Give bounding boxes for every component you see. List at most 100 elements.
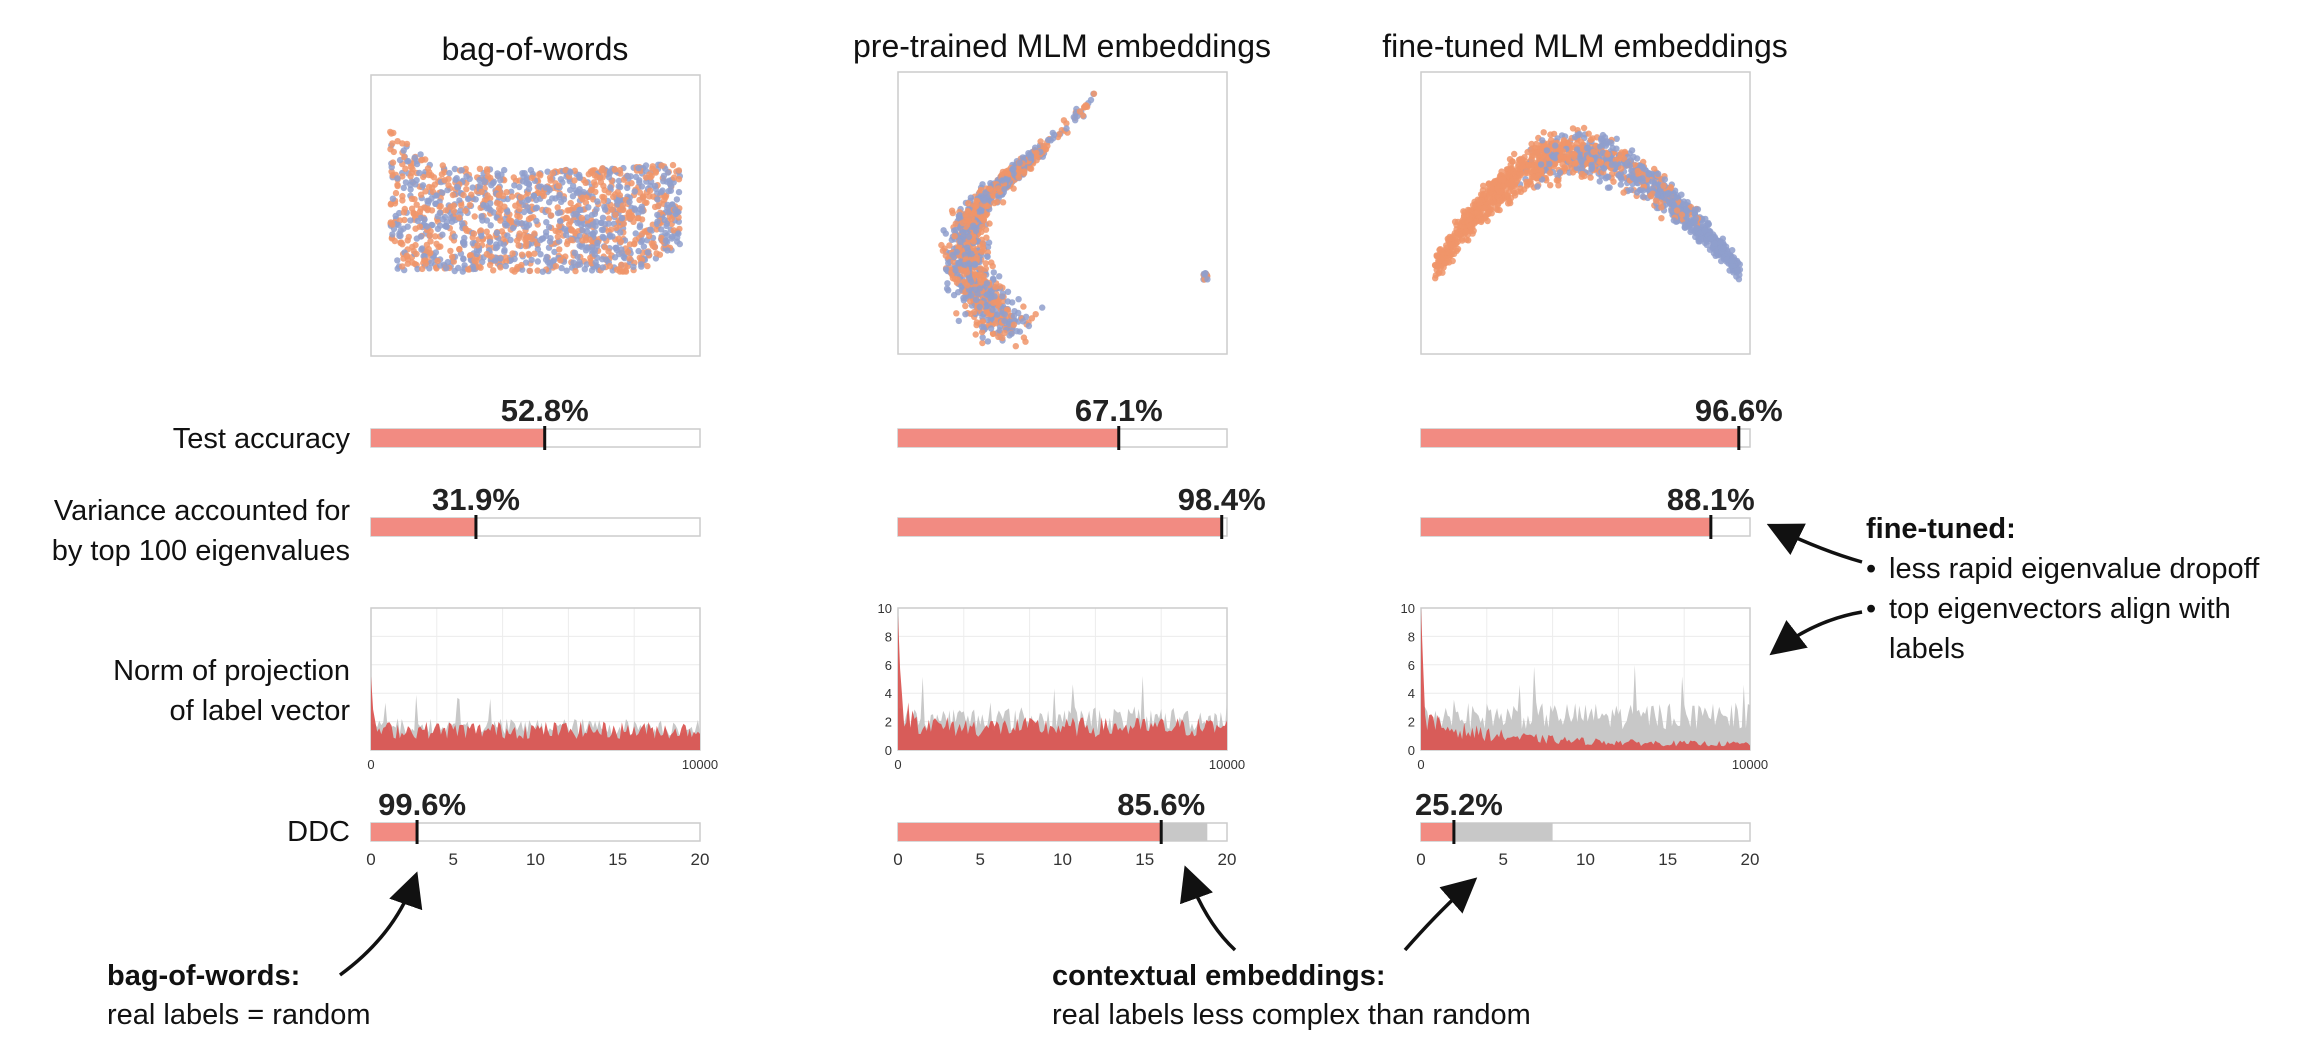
scatter-point-orange (605, 215, 613, 222)
scatter-point-blue (1624, 159, 1631, 167)
scatter-point-blue (996, 273, 1003, 280)
scatter-point-blue (676, 240, 683, 248)
scatter-point-orange (389, 159, 397, 166)
scatter-point-blue (539, 235, 547, 242)
scatter-point-orange (617, 206, 624, 213)
scatter-point-blue (404, 223, 411, 230)
scatter-point-orange (1056, 131, 1063, 138)
scatter-point-blue (977, 207, 984, 214)
ddc-xtick: 10 (526, 850, 545, 869)
scatter-point-orange (520, 231, 528, 239)
norm-ytick: 10 (1401, 601, 1415, 616)
scatter-point-blue (636, 179, 643, 186)
scatter-point-blue (395, 221, 402, 229)
scatter-point-blue (953, 248, 960, 256)
scatter-point-blue (1720, 245, 1727, 252)
scatter-point-blue (594, 239, 601, 246)
norm-ytick: 2 (1408, 715, 1415, 730)
scatter-point-blue (1072, 117, 1079, 124)
scatter-point-orange (616, 166, 624, 174)
scatter-point-orange (483, 228, 490, 235)
scatter-point-blue (425, 197, 432, 205)
scatter-point-orange (1020, 303, 1027, 310)
scatter-point-orange (601, 186, 608, 194)
scatter-title-pretrained: pre-trained MLM embeddings (853, 28, 1271, 64)
ddc-xtick: 0 (366, 850, 375, 869)
scatter-point-orange (1022, 338, 1029, 345)
scatter-point-blue (593, 206, 600, 213)
scatter-point-blue (952, 267, 959, 274)
scatter-point-blue (1008, 330, 1015, 337)
scatter-point-orange (979, 223, 986, 230)
scatter-point-orange (973, 254, 980, 261)
scatter-point-blue (674, 208, 681, 216)
scatter-point-orange (410, 209, 417, 216)
scatter-point-blue (591, 251, 598, 258)
scatter-point-blue (502, 262, 509, 270)
scatter-point-blue (446, 169, 453, 177)
scatter-point-blue (414, 265, 421, 273)
scatter-point-orange (493, 199, 501, 207)
scatter-point-blue (989, 306, 996, 313)
scatter-point-blue (411, 154, 418, 161)
scatter-point-orange (1565, 151, 1572, 158)
scatter-point-orange (631, 240, 638, 248)
scatter-point-orange (394, 182, 401, 190)
scatter-point-orange (450, 207, 458, 215)
scatter-point-orange (515, 242, 522, 249)
scatter-point-blue (1617, 181, 1625, 188)
scatter-point-blue (630, 263, 637, 270)
scatter-point-blue (456, 197, 463, 204)
scatter-point-orange (646, 171, 653, 178)
scatter-point-blue (504, 208, 511, 215)
ddc-xtick: 20 (1218, 850, 1237, 869)
scatter-point-orange (490, 267, 497, 274)
scatter-point-orange (531, 250, 538, 257)
scatter-point-blue (1736, 271, 1743, 279)
scatter-point-orange (572, 267, 579, 275)
scatter-point-blue (1596, 143, 1604, 150)
scatter-point-blue (513, 218, 521, 225)
scatter-point-blue (615, 177, 623, 185)
scatter-point-blue (389, 231, 396, 238)
scatter-point-orange (509, 267, 516, 274)
ddc-xtick: 15 (1135, 850, 1154, 869)
norm-ytick: 10 (878, 601, 892, 616)
scatter-point-orange (486, 261, 494, 269)
scatter-point-orange (1033, 157, 1040, 164)
scatter-point-blue (583, 244, 590, 251)
scatter-point-orange (389, 221, 396, 228)
norm-ytick: 4 (1408, 686, 1415, 701)
scatter-point-orange (1570, 150, 1578, 158)
scatter-point-blue (523, 223, 530, 230)
scatter-point-blue (417, 151, 424, 158)
scatter-point-blue (660, 172, 668, 180)
scatter-point-orange (1535, 172, 1542, 179)
norm-real-area (371, 676, 700, 750)
scatter-point-blue (1546, 160, 1553, 168)
variance-bar (898, 518, 1222, 536)
scatter-point-blue (1578, 165, 1586, 172)
scatter-point-orange (1523, 178, 1530, 186)
scatter-point-orange (1033, 149, 1040, 157)
scatter-point-orange (1617, 151, 1624, 158)
ddc-track (370, 822, 701, 842)
arrow-ctx-finetuned (1403, 877, 1478, 952)
scatter-point-blue (433, 192, 440, 199)
ddc-real-bar (371, 823, 418, 841)
scatter-point-orange (567, 218, 574, 225)
scatter-point-orange (612, 211, 619, 218)
scatter-point-orange (991, 199, 998, 207)
scatter-point-blue (497, 255, 504, 262)
scatter-point-orange (458, 202, 465, 209)
scatter-point-blue (1576, 152, 1584, 159)
scatter-point-blue (419, 182, 427, 189)
annotation-ft-bullet-2-cont: labels (1889, 633, 1965, 665)
scatter-point-orange (941, 245, 948, 252)
norm-panel: 0 10000 0 2 4 6 8 10 (878, 601, 1246, 772)
scatter-point-blue (1010, 312, 1018, 320)
scatter-point-blue (664, 232, 671, 239)
scatter-point-orange (447, 247, 454, 255)
scatter-point-orange (977, 265, 984, 272)
scatter-point-blue (533, 217, 540, 225)
